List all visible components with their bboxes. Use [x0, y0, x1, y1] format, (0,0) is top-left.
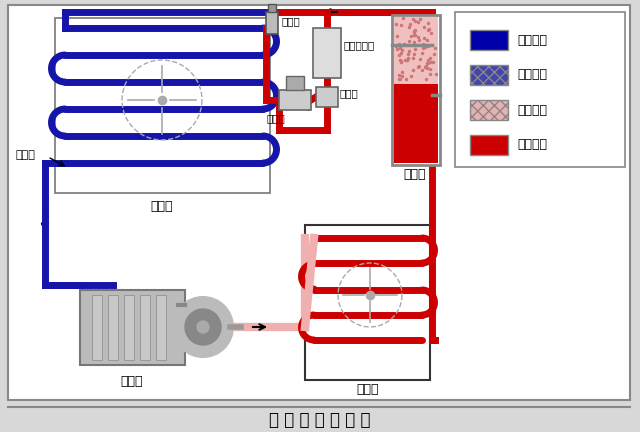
Text: 视液镜: 视液镜 — [340, 88, 359, 98]
Bar — [80, 290, 185, 365]
Bar — [55, 18, 270, 193]
Text: 蒸发器: 蒸发器 — [151, 200, 173, 213]
Bar — [455, 12, 625, 167]
Bar — [313, 28, 341, 78]
Bar — [470, 135, 508, 155]
Text: 制 冷 系 统 原 理 图: 制 冷 系 统 原 理 图 — [269, 411, 371, 429]
Circle shape — [185, 309, 221, 345]
Bar — [156, 295, 166, 360]
Bar — [92, 295, 102, 360]
Bar — [286, 76, 304, 90]
Circle shape — [197, 321, 209, 333]
Text: 低压液态: 低压液态 — [517, 34, 547, 47]
Bar — [470, 65, 508, 85]
Text: 膨胀阀: 膨胀阀 — [282, 16, 301, 26]
Text: 干燥过滤器: 干燥过滤器 — [344, 40, 375, 50]
Text: 高压液态: 高压液态 — [517, 139, 547, 152]
Bar — [470, 30, 508, 50]
Bar — [140, 295, 150, 360]
Text: 储液罐: 储液罐 — [404, 168, 426, 181]
Bar — [316, 87, 338, 107]
Text: 高压气态: 高压气态 — [517, 104, 547, 117]
Bar — [305, 225, 430, 380]
Bar — [279, 90, 311, 110]
Bar — [394, 17, 438, 84]
Text: 低压气态: 低压气态 — [517, 69, 547, 82]
Bar — [266, 12, 278, 34]
Bar — [394, 84, 438, 163]
Bar — [268, 4, 276, 12]
Text: 冷凝器: 冷凝器 — [356, 383, 380, 396]
Bar — [108, 295, 118, 360]
Bar — [124, 295, 134, 360]
Text: 电磁阀: 电磁阀 — [267, 113, 285, 123]
Circle shape — [173, 297, 233, 357]
Text: 感温包: 感温包 — [15, 150, 35, 160]
Bar — [470, 100, 508, 120]
Text: 压缩机: 压缩机 — [121, 375, 143, 388]
Bar — [392, 15, 440, 165]
